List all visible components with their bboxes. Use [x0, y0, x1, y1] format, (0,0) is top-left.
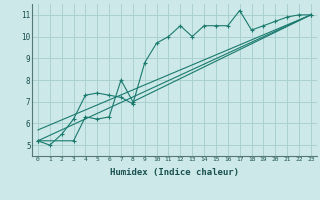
X-axis label: Humidex (Indice chaleur): Humidex (Indice chaleur): [110, 168, 239, 177]
